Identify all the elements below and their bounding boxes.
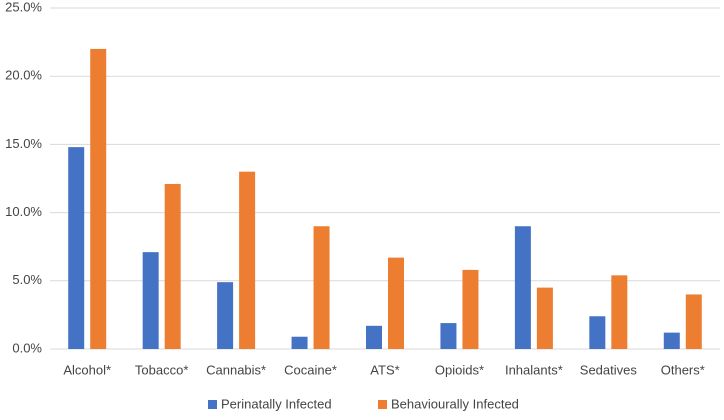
bar	[217, 282, 234, 349]
y-tick-label: 20.0%	[5, 68, 42, 83]
bar	[611, 275, 628, 349]
bar	[366, 325, 382, 349]
x-tick-label: Alcohol*	[63, 362, 111, 377]
legend-label: Behaviourally Infected	[391, 396, 519, 411]
x-tick-label: Inhalants*	[505, 362, 563, 377]
x-tick-label: Cannabis*	[206, 362, 266, 377]
bar	[536, 287, 553, 349]
bar	[142, 252, 159, 349]
legend-swatch	[378, 400, 387, 409]
x-tick-label: Tobacco*	[135, 362, 188, 377]
bar	[164, 183, 181, 349]
bar	[440, 323, 457, 349]
bar	[388, 257, 404, 349]
bar	[239, 171, 256, 349]
bar	[514, 226, 531, 349]
bar	[68, 147, 85, 349]
bar	[663, 332, 680, 349]
bar	[90, 48, 107, 350]
legend-swatch	[208, 400, 217, 409]
y-tick-label: 25.0%	[5, 0, 42, 14]
y-tick-label: 10.0%	[5, 204, 42, 219]
x-tick-label: Cocaine*	[284, 362, 337, 377]
bar	[291, 336, 308, 349]
x-tick-label: ATS*	[370, 362, 399, 377]
bar	[313, 226, 330, 349]
bar	[462, 269, 479, 349]
y-tick-label: 5.0%	[12, 272, 42, 287]
y-tick-label: 0.0%	[12, 340, 42, 355]
y-tick-label: 15.0%	[5, 136, 42, 151]
x-tick-label: Others*	[661, 362, 705, 377]
bar	[685, 294, 702, 349]
x-tick-label: Sedatives	[580, 362, 638, 377]
bar	[589, 316, 606, 349]
x-tick-label: Opioids*	[435, 362, 484, 377]
legend-label: Perinatally Infected	[221, 396, 332, 411]
